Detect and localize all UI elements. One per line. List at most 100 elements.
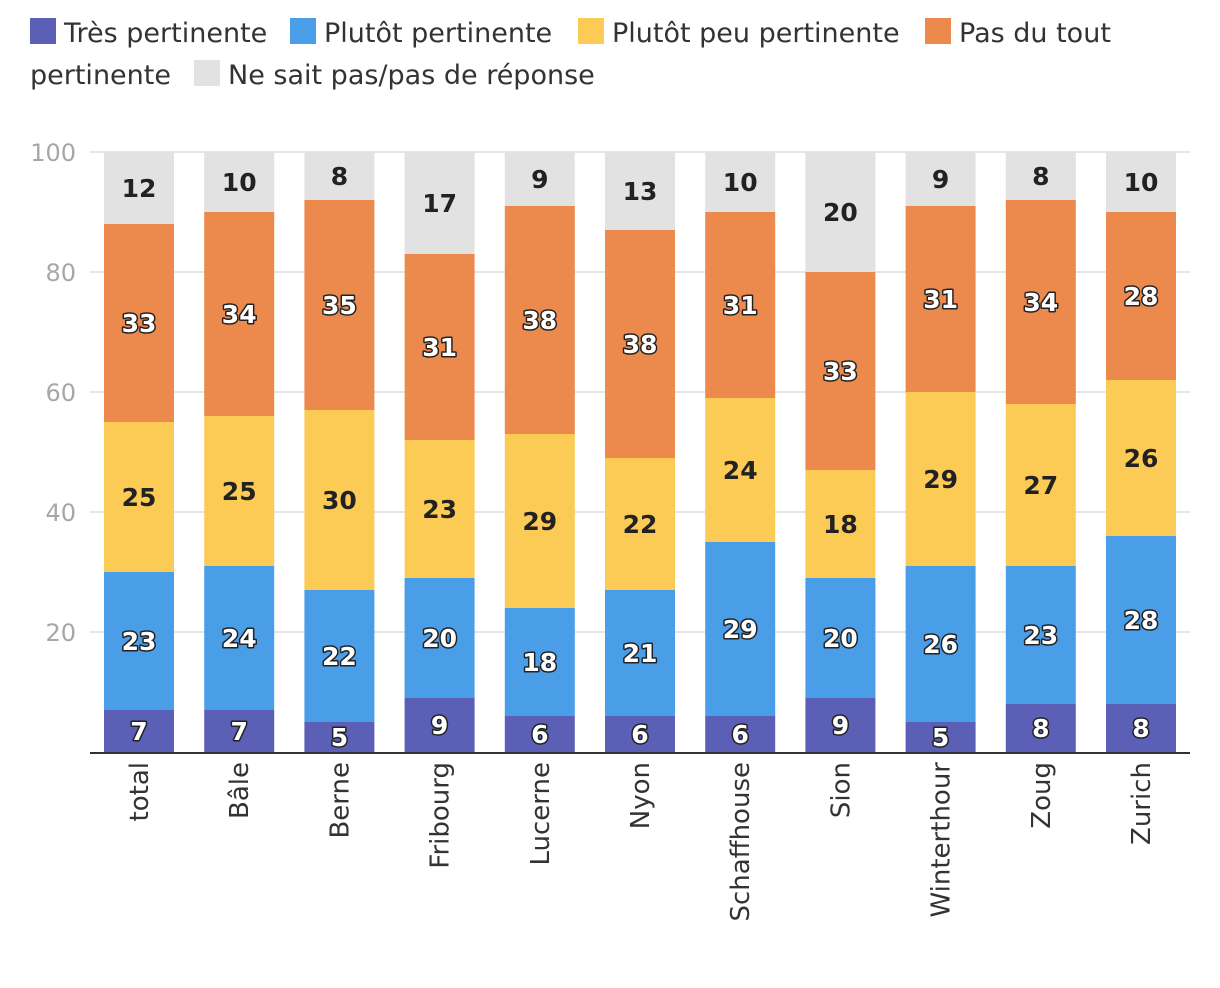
- bar-segment-plutot-pertinente[interactable]: [304, 590, 375, 722]
- data-label: 20: [422, 624, 457, 653]
- bar-stack-schaffhouse[interactable]: [705, 152, 776, 752]
- bar-segment-ne-sait-pas-pas-de-reponse[interactable]: [905, 152, 976, 206]
- bar-segment-pas-du-tout-pertinente[interactable]: [204, 212, 275, 416]
- x-tick-label-schaffhouse: Schaffhouse: [726, 762, 756, 922]
- bar-stack-total[interactable]: [104, 152, 174, 752]
- bar-segment-pas-du-tout-pertinente[interactable]: [1005, 200, 1076, 404]
- bar-stack-zoug[interactable]: [1005, 152, 1076, 752]
- data-label: 23: [422, 495, 457, 524]
- bar-segment-plutot-pertinente[interactable]: [104, 572, 174, 710]
- bar-segment-pas-du-tout-pertinente[interactable]: [805, 272, 876, 470]
- bar-segment-tres-pertinente[interactable]: [1106, 704, 1176, 752]
- bar-segment-plutot-pertinente[interactable]: [204, 566, 275, 710]
- bar-segment-pas-du-tout-pertinente[interactable]: [504, 206, 575, 434]
- bar-segment-tres-pertinente[interactable]: [504, 716, 575, 752]
- bar-stack-fribourg[interactable]: [404, 152, 475, 752]
- bar-segment-tres-pertinente[interactable]: [605, 716, 675, 752]
- bar-segment-tres-pertinente[interactable]: [905, 722, 976, 752]
- bar-segment-plutot-pertinente[interactable]: [905, 566, 976, 722]
- bar-segment-tres-pertinente[interactable]: [404, 698, 475, 752]
- bar-stack-nyon[interactable]: [605, 152, 675, 752]
- bar-segment-plutot-peu-pertinente[interactable]: [104, 422, 174, 572]
- bar-segment-ne-sait-pas-pas-de-reponse[interactable]: [304, 152, 375, 200]
- data-label: 34: [1023, 288, 1058, 317]
- bar-segment-ne-sait-pas-pas-de-reponse[interactable]: [104, 152, 174, 224]
- bar-stack-berne[interactable]: [304, 152, 375, 752]
- bar-segment-ne-sait-pas-pas-de-reponse[interactable]: [204, 152, 275, 212]
- bar-segment-pas-du-tout-pertinente[interactable]: [1106, 212, 1176, 380]
- legend: Très pertinente Plutôt pertinente Plutôt p…: [30, 18, 1111, 91]
- y-tick-label: 40: [45, 499, 76, 527]
- bar-segment-ne-sait-pas-pas-de-reponse[interactable]: [705, 152, 776, 212]
- bar-stack-sion[interactable]: [805, 152, 876, 752]
- bar-segment-plutot-peu-pertinente[interactable]: [504, 434, 575, 608]
- bar-segment-pas-du-tout-pertinente[interactable]: [404, 254, 475, 440]
- data-label: 9: [431, 711, 448, 740]
- data-label: 17: [422, 189, 457, 218]
- bar-segment-tres-pertinente[interactable]: [705, 716, 776, 752]
- data-label: 25: [222, 477, 257, 506]
- data-label: 6: [631, 720, 648, 749]
- bar-segment-tres-pertinente[interactable]: [304, 722, 375, 752]
- bar-segment-ne-sait-pas-pas-de-reponse[interactable]: [605, 152, 675, 230]
- data-label: 9: [531, 165, 548, 194]
- bar-segment-ne-sait-pas-pas-de-reponse[interactable]: [1106, 152, 1176, 212]
- legend-item-tres-pertinente[interactable]: Très pertinente: [30, 18, 267, 49]
- x-tick-label-lucerne: Lucerne: [526, 762, 556, 866]
- bar-segment-pas-du-tout-pertinente[interactable]: [605, 230, 675, 458]
- data-label: 13: [623, 177, 658, 206]
- bar-segment-pas-du-tout-pertinente[interactable]: [104, 224, 174, 422]
- legend-item-plutot-pertinente[interactable]: Plutôt pertinente: [290, 18, 552, 49]
- legend-label: Très pertinente: [63, 18, 267, 49]
- bar-segment-tres-pertinente[interactable]: [1005, 704, 1076, 752]
- bar-segment-pas-du-tout-pertinente[interactable]: [905, 206, 976, 392]
- x-tick-label-sion: Sion: [826, 762, 856, 818]
- bar-segment-ne-sait-pas-pas-de-reponse[interactable]: [805, 152, 876, 272]
- bar-segment-tres-pertinente[interactable]: [805, 698, 876, 752]
- bar-segment-plutot-peu-pertinente[interactable]: [605, 458, 675, 590]
- bar-segment-plutot-peu-pertinente[interactable]: [805, 470, 876, 578]
- bar-segment-pas-du-tout-pertinente[interactable]: [705, 212, 776, 398]
- data-label: 23: [1023, 621, 1058, 650]
- data-label: 27: [1023, 471, 1058, 500]
- bar-segment-tres-pertinente[interactable]: [204, 710, 275, 752]
- bar-segment-plutot-pertinente[interactable]: [504, 608, 575, 716]
- bar-segment-plutot-peu-pertinente[interactable]: [1005, 404, 1076, 566]
- bar-segment-ne-sait-pas-pas-de-reponse[interactable]: [404, 152, 475, 254]
- legend-swatch: [290, 18, 316, 44]
- bar-segment-plutot-peu-pertinente[interactable]: [304, 410, 375, 590]
- bar-stack-lucerne[interactable]: [504, 152, 575, 752]
- bar-segment-plutot-pertinente[interactable]: [705, 542, 776, 716]
- x-tick-label-bale: Bâle: [225, 762, 255, 819]
- data-label: 28: [1124, 606, 1159, 635]
- data-label: 8: [1032, 714, 1049, 743]
- legend-item-ne-sait-pas-pas-de-reponse[interactable]: Ne sait pas/pas de réponse: [194, 60, 595, 91]
- bar-segment-plutot-pertinente[interactable]: [404, 578, 475, 698]
- data-label: 26: [923, 630, 958, 659]
- legend-item-pas-du-tout-pertinente[interactable]: Pas du tout pertinente: [30, 18, 1111, 91]
- bar-segment-plutot-pertinente[interactable]: [1005, 566, 1076, 704]
- data-label: 24: [222, 624, 257, 653]
- bar-segment-ne-sait-pas-pas-de-reponse[interactable]: [1005, 152, 1076, 200]
- legend-item-plutot-peu-pertinente[interactable]: Plutôt peu pertinente: [578, 18, 900, 49]
- bar-segment-tres-pertinente[interactable]: [104, 710, 174, 752]
- data-label: 10: [222, 168, 257, 197]
- bar-segment-ne-sait-pas-pas-de-reponse[interactable]: [504, 152, 575, 206]
- bar-segment-plutot-pertinente[interactable]: [805, 578, 876, 698]
- bar-stack-winterthour[interactable]: [905, 152, 976, 752]
- bar-segment-plutot-peu-pertinente[interactable]: [705, 398, 776, 542]
- x-tick-label-winterthour: Winterthour: [927, 762, 957, 918]
- bar-stack-bale[interactable]: [204, 152, 275, 752]
- bar-segment-plutot-pertinente[interactable]: [605, 590, 675, 716]
- bar-segment-plutot-peu-pertinente[interactable]: [905, 392, 976, 566]
- bars: [104, 152, 1176, 752]
- bar-segment-pas-du-tout-pertinente[interactable]: [304, 200, 375, 410]
- bar-stack-zurich[interactable]: [1106, 152, 1176, 752]
- bar-segment-plutot-pertinente[interactable]: [1106, 536, 1176, 704]
- legend-swatch: [925, 18, 951, 44]
- data-label: 33: [122, 309, 157, 338]
- legend-swatch: [194, 60, 220, 86]
- bar-segment-plutot-peu-pertinente[interactable]: [204, 416, 275, 566]
- bar-segment-plutot-peu-pertinente[interactable]: [1106, 380, 1176, 536]
- bar-segment-plutot-peu-pertinente[interactable]: [404, 440, 475, 578]
